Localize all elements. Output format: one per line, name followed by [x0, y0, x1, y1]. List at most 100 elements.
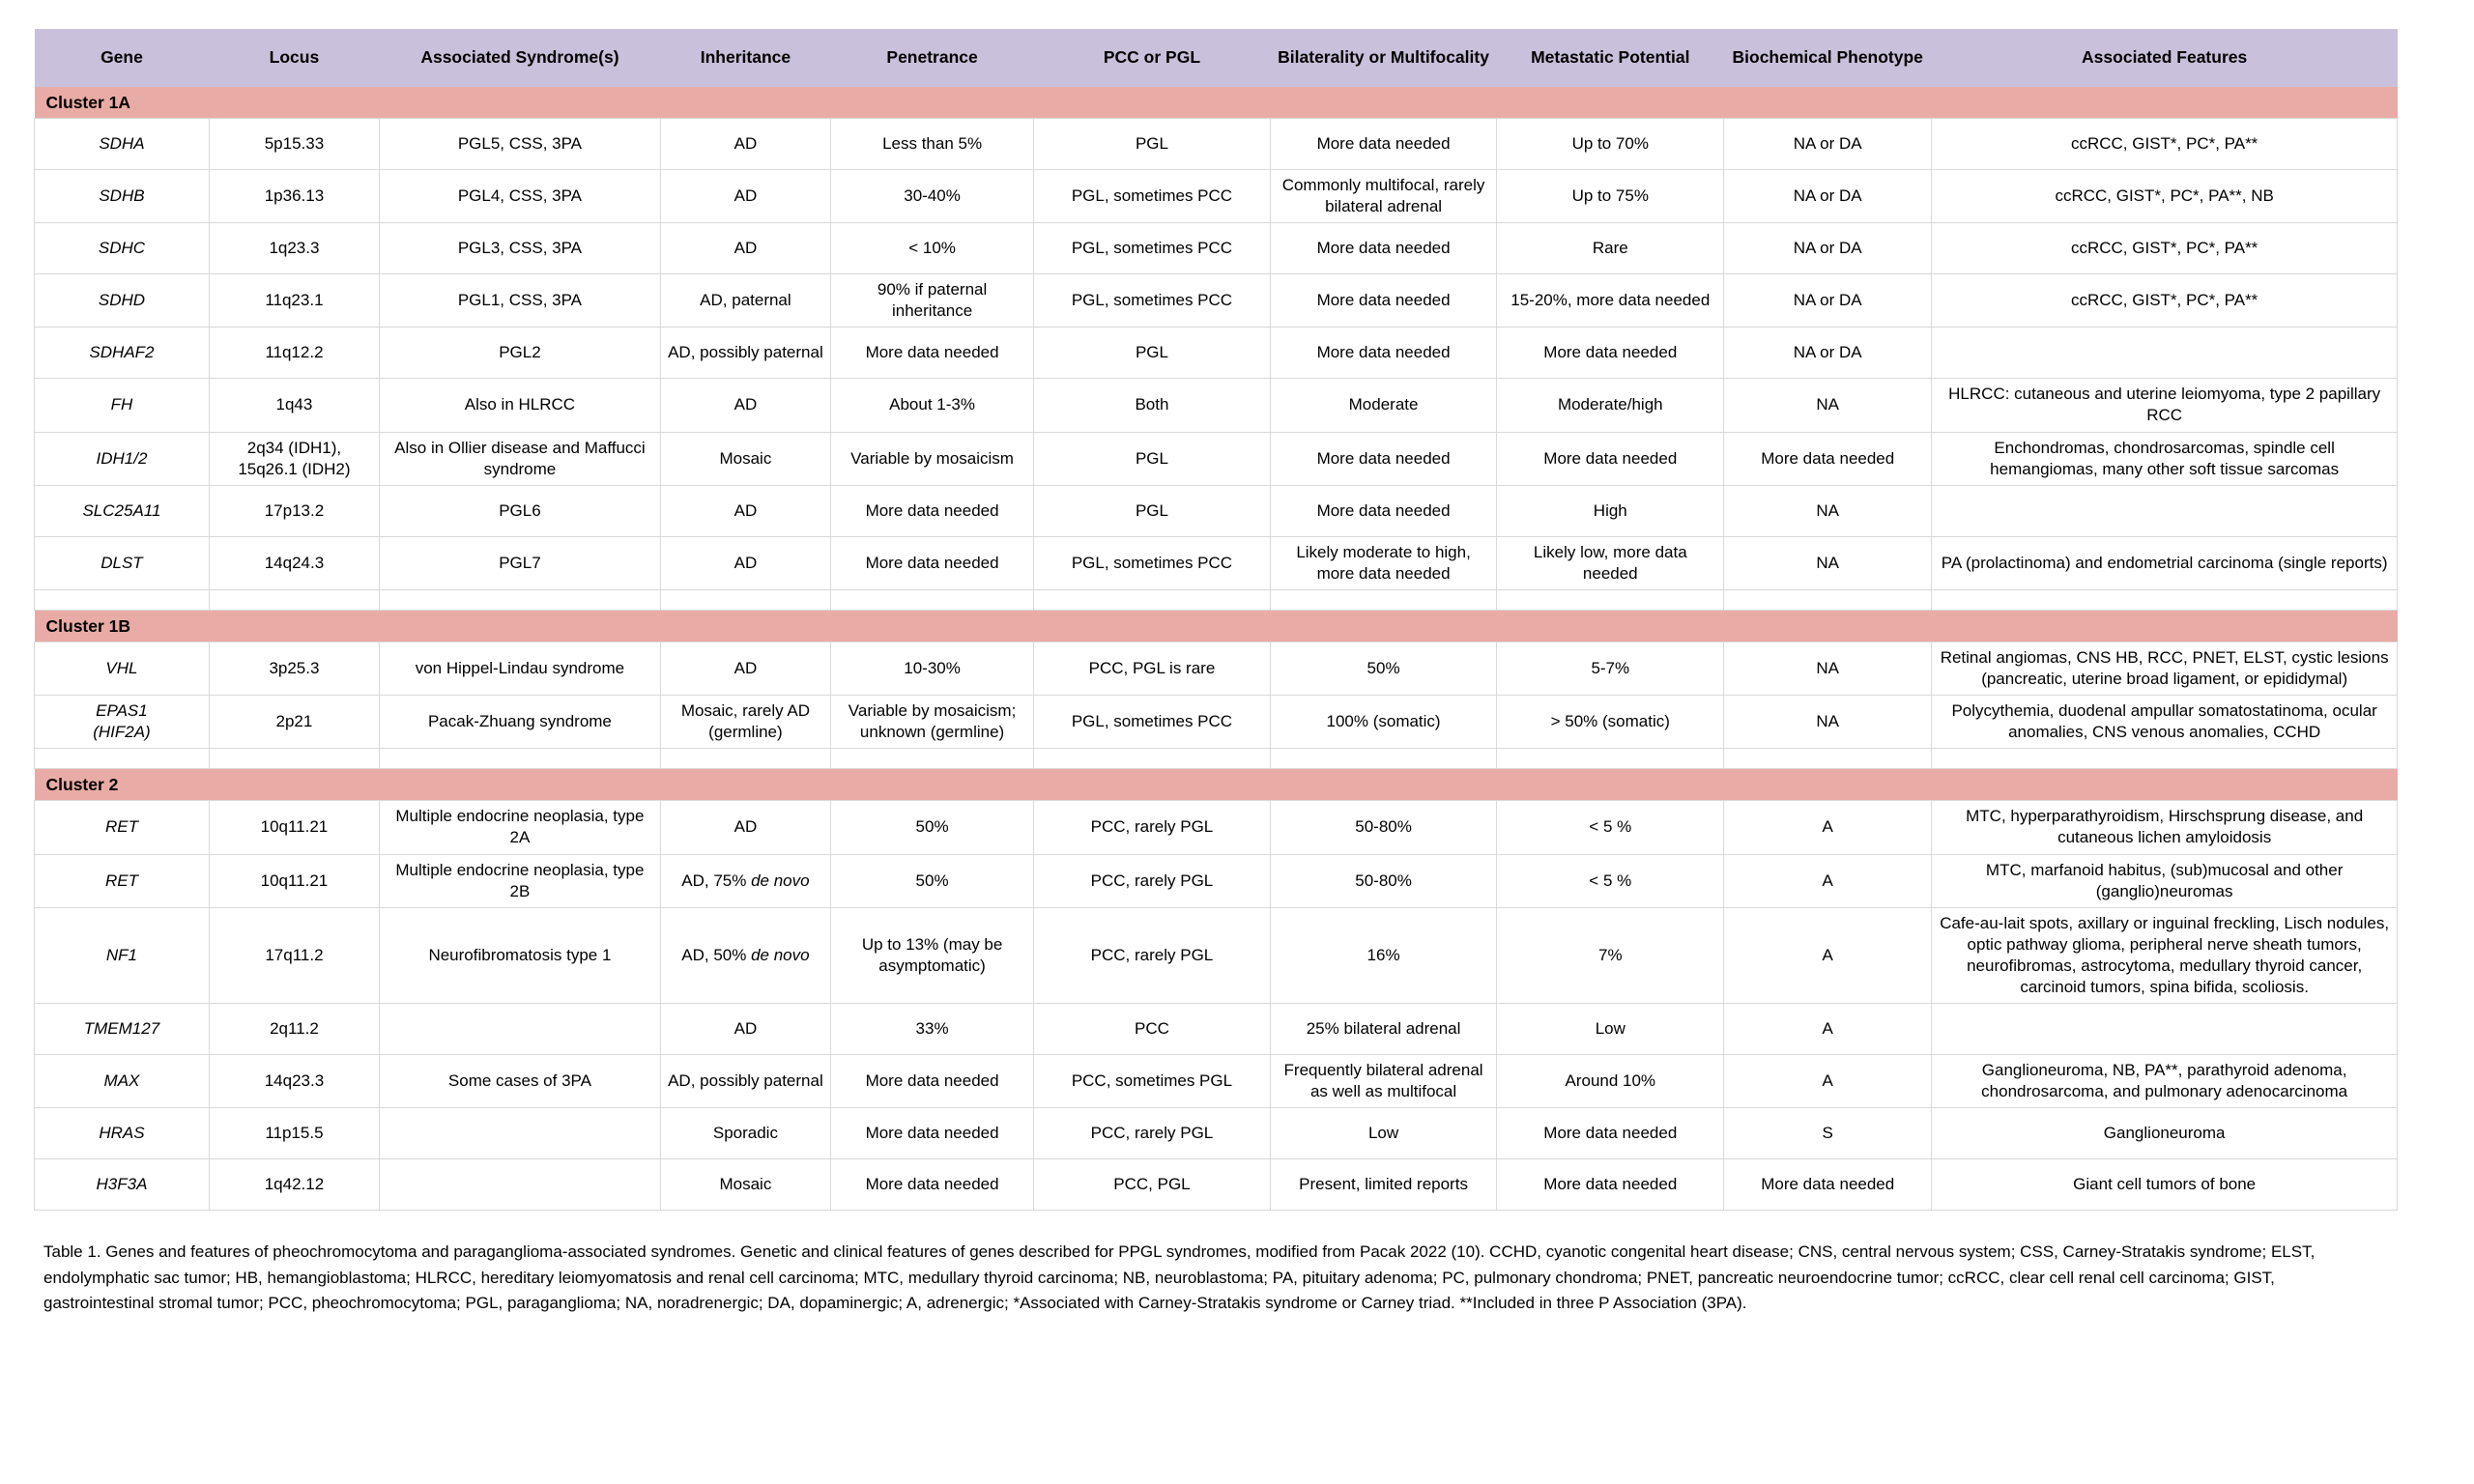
cell-locus: 11q23.1 — [208, 273, 380, 328]
cell-pcc-or-pgl: PCC — [1033, 1003, 1271, 1056]
cell-biochemical-phenotype: NA or DA — [1723, 273, 1933, 328]
cell-locus: 17p13.2 — [208, 484, 380, 537]
cluster-header-row-cluster-2: Cluster 2 — [34, 768, 2398, 801]
table-row: SLC25A11 17p13.2 PGL6 AD More data needed PGL… — [34, 484, 2398, 537]
column-header-penetrance: Penetrance — [830, 29, 1034, 87]
cell-locus: 2p21 — [208, 695, 380, 750]
cell-bilaterality-or-multifocality: Frequently bilateral adrenal as well as … — [1269, 1054, 1498, 1109]
cell-inheritance: AD — [659, 484, 831, 537]
cell-biochemical-phenotype: NA — [1723, 378, 1933, 433]
cell-biochemical-phenotype: More data needed — [1723, 431, 1933, 486]
table-row: MAX 14q23.3 Some cases of 3PA AD, possibly … — [34, 1054, 2398, 1109]
spacer-cell — [34, 748, 210, 770]
cell-inheritance: Mosaic — [659, 1158, 831, 1212]
cell-pcc-or-pgl: PCC, rarely PGL — [1033, 800, 1271, 855]
cell-bilaterality-or-multifocality: More data needed — [1269, 118, 1498, 170]
column-header-metastatic-potential: Metastatic Potential — [1496, 29, 1724, 87]
cell-biochemical-phenotype: NA — [1723, 535, 1933, 590]
cell-associated-syndrome-s: Also in Ollier disease and Maffucci synd… — [378, 431, 661, 486]
cell-bilaterality-or-multifocality: More data needed — [1269, 431, 1498, 486]
cell-metastatic-potential: > 50% (somatic) — [1496, 695, 1725, 750]
cell-pcc-or-pgl: PGL, sometimes PCC — [1033, 695, 1271, 750]
cell-associated-syndrome-s: PGL3, CSS, 3PA — [378, 222, 661, 275]
cell-pcc-or-pgl: Both — [1033, 378, 1271, 433]
ppgl-table-figure: Gene Locus Associated Syndrome(s) Inheritan… — [34, 29, 2398, 1316]
cell-penetrance: More data needed — [829, 1158, 1035, 1212]
cell-associated-features: Ganglioneuroma, NB, PA**, parathyroid ad… — [1931, 1054, 2398, 1109]
cell-associated-features: MTC, hyperparathyroidism, Hirschsprung d… — [1931, 800, 2398, 855]
spacer-cell — [1723, 588, 1933, 611]
cell-biochemical-phenotype: S — [1723, 1107, 1933, 1160]
table-row: VHL 3p25.3 von Hippel-Lindau syndrome AD 10-… — [34, 641, 2398, 697]
cell-metastatic-potential: More data needed — [1496, 327, 1725, 380]
cell-associated-syndrome-s: von Hippel-Lindau syndrome — [378, 641, 661, 697]
table-row: SDHC 1q23.3 PGL3, CSS, 3PA AD < 10% PGL, some… — [34, 222, 2398, 275]
gene-cell: SDHB — [34, 168, 210, 224]
cell-biochemical-phenotype: NA or DA — [1723, 118, 1933, 170]
latin-phrase: de novo — [751, 870, 810, 890]
cell-metastatic-potential: Up to 70% — [1496, 118, 1725, 170]
cell-penetrance: Up to 13% (may be asymptomatic) — [829, 906, 1035, 1005]
column-header-locus: Locus — [209, 29, 380, 87]
cell-associated-features: Giant cell tumors of bone — [1931, 1158, 2398, 1212]
cell-biochemical-phenotype: A — [1723, 1054, 1933, 1109]
cell-bilaterality-or-multifocality: Commonly multifocal, rarely bilateral ad… — [1269, 168, 1498, 224]
cell-inheritance: AD, paternal — [659, 273, 831, 328]
cell-biochemical-phenotype: A — [1723, 800, 1933, 855]
cell-biochemical-phenotype: A — [1723, 853, 1933, 908]
column-header-biochemical-phenotype: Biochemical Phenotype — [1723, 29, 1932, 87]
column-header-pcc-or-pgl: PCC or PGL — [1033, 29, 1271, 87]
spacer-cell — [1931, 748, 2398, 770]
cell-pcc-or-pgl: PCC, PGL — [1033, 1158, 1271, 1212]
cell-associated-features: ccRCC, GIST*, PC*, PA** — [1931, 118, 2398, 170]
cell-associated-syndrome-s: Multiple endocrine neoplasia, type 2A — [378, 800, 661, 855]
cell-metastatic-potential: More data needed — [1496, 431, 1725, 486]
cell-metastatic-potential: 7% — [1496, 906, 1725, 1005]
cell-pcc-or-pgl: PGL — [1033, 327, 1271, 380]
cell-metastatic-potential: 5-7% — [1496, 641, 1725, 697]
cell-associated-features — [1931, 1003, 2398, 1056]
cell-pcc-or-pgl: PGL — [1033, 431, 1271, 486]
spacer-cell — [1269, 748, 1498, 770]
cluster-header-row-cluster-1b: Cluster 1B — [34, 610, 2398, 642]
spacer-cell — [378, 588, 661, 611]
cell-locus: 1q42.12 — [208, 1158, 380, 1212]
cell-penetrance: 50% — [829, 853, 1035, 908]
spacer-cell — [208, 748, 380, 770]
cell-associated-features: Polycythemia, duodenal ampullar somatost… — [1931, 695, 2398, 750]
cell-pcc-or-pgl: PCC, rarely PGL — [1033, 906, 1271, 1005]
cell-associated-syndrome-s: PGL7 — [378, 535, 661, 590]
gene-cell: SDHC — [34, 222, 210, 275]
gene-cell: EPAS1 (HIF2A) — [34, 695, 210, 750]
table-row: SDHA 5p15.33 PGL5, CSS, 3PA AD Less than 5% P… — [34, 118, 2398, 170]
cluster-header-row-cluster-1a: Cluster 1A — [34, 87, 2398, 119]
cell-associated-features: HLRCC: cutaneous and uterine leiomyoma, … — [1931, 378, 2398, 433]
spacer-cell — [1269, 588, 1498, 611]
spacer-cell — [659, 748, 831, 770]
column-header-gene: Gene — [34, 29, 210, 87]
cell-inheritance: AD — [659, 168, 831, 224]
column-header-inheritance: Inheritance — [660, 29, 831, 87]
gene-cell: H3F3A — [34, 1158, 210, 1212]
cell-bilaterality-or-multifocality: More data needed — [1269, 273, 1498, 328]
cell-metastatic-potential: Moderate/high — [1496, 378, 1725, 433]
cell-inheritance: Mosaic — [659, 431, 831, 486]
gene-cell: TMEM127 — [34, 1003, 210, 1056]
cell-pcc-or-pgl: PGL — [1033, 484, 1271, 537]
cell-associated-syndrome-s — [378, 1107, 661, 1160]
spacer-cell — [1931, 588, 2398, 611]
cell-inheritance: AD — [659, 535, 831, 590]
cell-penetrance: More data needed — [829, 484, 1035, 537]
column-header-associated-syndrome-s: Associated Syndrome(s) — [379, 29, 661, 87]
cell-bilaterality-or-multifocality: Likely moderate to high, more data neede… — [1269, 535, 1498, 590]
cell-penetrance: Variable by mosaicism — [829, 431, 1035, 486]
cell-associated-syndrome-s — [378, 1158, 661, 1212]
cell-associated-syndrome-s: PGL6 — [378, 484, 661, 537]
spacer-row — [34, 588, 2398, 611]
cell-pcc-or-pgl: PGL, sometimes PCC — [1033, 168, 1271, 224]
cell-biochemical-phenotype: NA — [1723, 484, 1933, 537]
cell-associated-syndrome-s — [378, 1003, 661, 1056]
cell-associated-features: ccRCC, GIST*, PC*, PA** — [1931, 222, 2398, 275]
cell-metastatic-potential: Low — [1496, 1003, 1725, 1056]
cell-associated-features: ccRCC, GIST*, PC*, PA**, NB — [1931, 168, 2398, 224]
